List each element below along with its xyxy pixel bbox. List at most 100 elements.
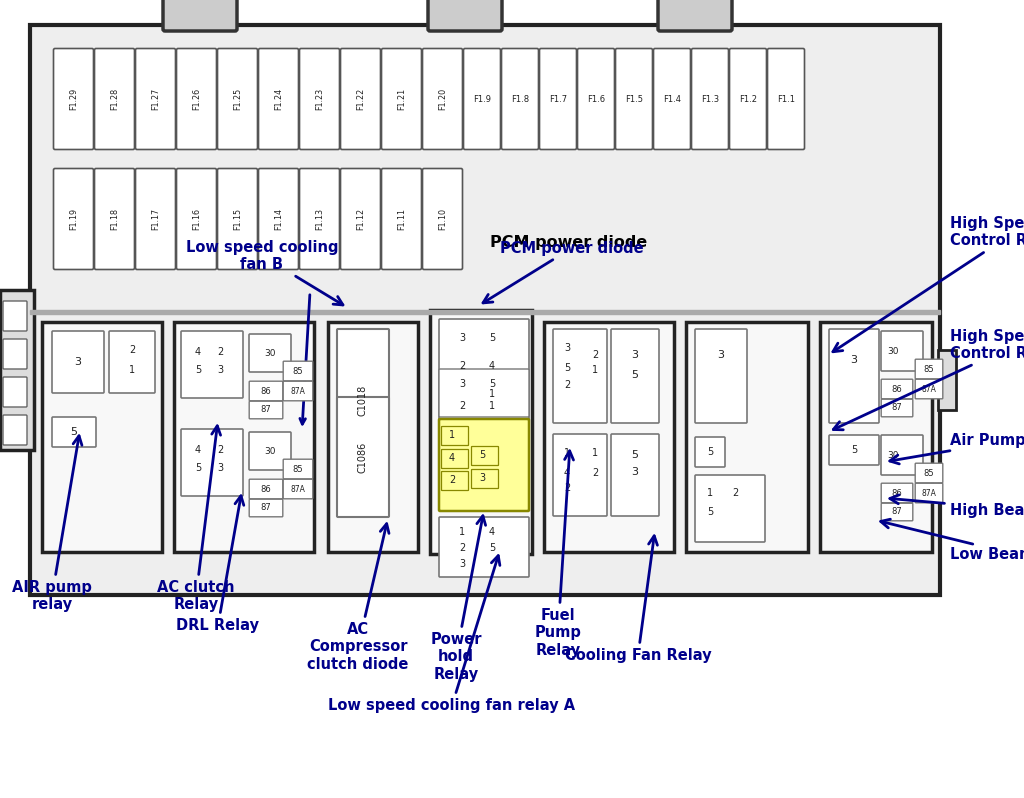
FancyBboxPatch shape xyxy=(882,504,912,521)
Text: 1: 1 xyxy=(564,448,570,458)
Text: 5: 5 xyxy=(707,507,713,517)
FancyBboxPatch shape xyxy=(611,434,659,516)
Text: 3: 3 xyxy=(459,559,465,569)
FancyBboxPatch shape xyxy=(882,399,912,417)
Text: F1.14: F1.14 xyxy=(274,208,283,230)
Text: 30: 30 xyxy=(264,349,275,358)
Text: F1.11: F1.11 xyxy=(397,208,406,230)
Text: 3: 3 xyxy=(459,379,465,389)
FancyBboxPatch shape xyxy=(428,0,502,31)
FancyBboxPatch shape xyxy=(341,168,381,270)
FancyBboxPatch shape xyxy=(284,381,312,401)
FancyBboxPatch shape xyxy=(441,426,469,445)
Text: 86: 86 xyxy=(892,488,902,497)
Text: 5: 5 xyxy=(488,379,496,389)
FancyBboxPatch shape xyxy=(882,379,912,399)
FancyBboxPatch shape xyxy=(249,480,283,499)
Text: F1.21: F1.21 xyxy=(397,88,406,110)
FancyBboxPatch shape xyxy=(341,49,381,149)
FancyBboxPatch shape xyxy=(439,369,529,417)
FancyBboxPatch shape xyxy=(653,49,690,149)
Bar xyxy=(42,322,162,552)
Text: F1.29: F1.29 xyxy=(69,88,78,110)
FancyBboxPatch shape xyxy=(176,49,216,149)
Text: 5: 5 xyxy=(195,365,201,375)
Text: 2: 2 xyxy=(564,380,570,390)
Text: 2: 2 xyxy=(592,350,598,360)
FancyBboxPatch shape xyxy=(439,319,529,421)
FancyBboxPatch shape xyxy=(337,329,389,471)
Text: 30: 30 xyxy=(887,451,899,460)
Text: F1.27: F1.27 xyxy=(151,88,160,110)
Text: 87: 87 xyxy=(892,508,902,516)
Bar xyxy=(544,322,674,552)
FancyBboxPatch shape xyxy=(249,334,291,372)
Text: F1.1: F1.1 xyxy=(777,94,795,104)
FancyBboxPatch shape xyxy=(464,49,501,149)
FancyBboxPatch shape xyxy=(249,500,283,517)
Text: 87: 87 xyxy=(261,405,271,414)
FancyBboxPatch shape xyxy=(471,447,499,465)
Text: 2: 2 xyxy=(217,347,223,357)
FancyBboxPatch shape xyxy=(553,434,607,516)
FancyBboxPatch shape xyxy=(423,49,463,149)
Text: 2: 2 xyxy=(459,401,465,411)
FancyBboxPatch shape xyxy=(695,475,765,542)
FancyBboxPatch shape xyxy=(284,480,312,499)
Text: Air Pump Relay: Air Pump Relay xyxy=(890,433,1024,464)
Text: 5: 5 xyxy=(71,427,78,437)
Text: 4: 4 xyxy=(449,453,455,463)
FancyBboxPatch shape xyxy=(439,517,529,577)
FancyBboxPatch shape xyxy=(471,469,499,488)
Bar xyxy=(174,322,314,552)
FancyBboxPatch shape xyxy=(53,49,93,149)
Text: 86: 86 xyxy=(261,484,271,493)
Text: 5: 5 xyxy=(488,543,496,553)
FancyBboxPatch shape xyxy=(3,415,27,445)
FancyBboxPatch shape xyxy=(217,168,257,270)
Text: 4: 4 xyxy=(195,445,201,455)
FancyBboxPatch shape xyxy=(94,49,134,149)
Bar xyxy=(820,322,932,552)
Text: 86: 86 xyxy=(261,386,271,396)
Bar xyxy=(430,310,532,554)
Text: 87: 87 xyxy=(892,404,902,413)
Text: 3: 3 xyxy=(479,473,485,483)
Text: 85: 85 xyxy=(924,365,934,373)
Text: 2: 2 xyxy=(459,361,465,371)
FancyBboxPatch shape xyxy=(109,331,155,393)
FancyBboxPatch shape xyxy=(915,484,943,503)
Text: 87A: 87A xyxy=(922,488,936,497)
Text: F1.22: F1.22 xyxy=(356,88,365,110)
FancyBboxPatch shape xyxy=(382,168,422,270)
Text: 2: 2 xyxy=(732,488,738,498)
Text: 2: 2 xyxy=(449,475,455,485)
Text: AC clutch
Relay: AC clutch Relay xyxy=(158,426,234,612)
Text: F1.8: F1.8 xyxy=(511,94,529,104)
Text: F1.12: F1.12 xyxy=(356,208,365,230)
Text: 87A: 87A xyxy=(922,385,936,393)
Text: High Speed Fan
Control Relay: High Speed Fan Control Relay xyxy=(834,329,1024,430)
Text: 3: 3 xyxy=(217,365,223,375)
FancyBboxPatch shape xyxy=(249,381,283,401)
Text: 85: 85 xyxy=(293,366,303,376)
Text: Low Beam Relay: Low Beam Relay xyxy=(881,519,1024,563)
FancyBboxPatch shape xyxy=(181,429,243,496)
Text: F1.23: F1.23 xyxy=(315,88,324,110)
Text: 3: 3 xyxy=(851,355,857,365)
FancyBboxPatch shape xyxy=(258,168,299,270)
Text: C1086: C1086 xyxy=(358,441,368,472)
FancyBboxPatch shape xyxy=(881,331,923,371)
Text: F1.2: F1.2 xyxy=(739,94,757,104)
FancyBboxPatch shape xyxy=(3,339,27,369)
Text: 1: 1 xyxy=(592,365,598,375)
Text: 30: 30 xyxy=(264,447,275,456)
Text: 2: 2 xyxy=(217,445,223,455)
Text: High Speed Fan
Control Relay: High Speed Fan Control Relay xyxy=(833,215,1024,352)
Text: 3: 3 xyxy=(459,333,465,343)
FancyBboxPatch shape xyxy=(441,449,469,468)
FancyBboxPatch shape xyxy=(284,459,312,479)
FancyBboxPatch shape xyxy=(163,0,237,31)
Text: F1.25: F1.25 xyxy=(233,88,242,110)
Text: F1.13: F1.13 xyxy=(315,208,324,230)
